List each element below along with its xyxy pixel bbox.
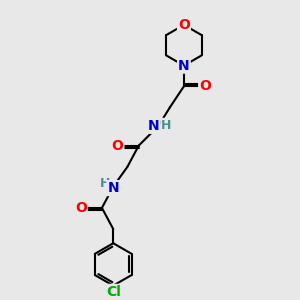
Text: H: H bbox=[100, 177, 110, 190]
Text: O: O bbox=[199, 79, 211, 93]
Text: N: N bbox=[148, 119, 159, 133]
Text: O: O bbox=[112, 139, 123, 153]
Text: H: H bbox=[161, 119, 172, 132]
Text: O: O bbox=[178, 18, 190, 32]
Text: Cl: Cl bbox=[106, 285, 121, 299]
Text: N: N bbox=[178, 58, 190, 73]
Text: N: N bbox=[107, 181, 119, 195]
Text: O: O bbox=[75, 201, 87, 215]
